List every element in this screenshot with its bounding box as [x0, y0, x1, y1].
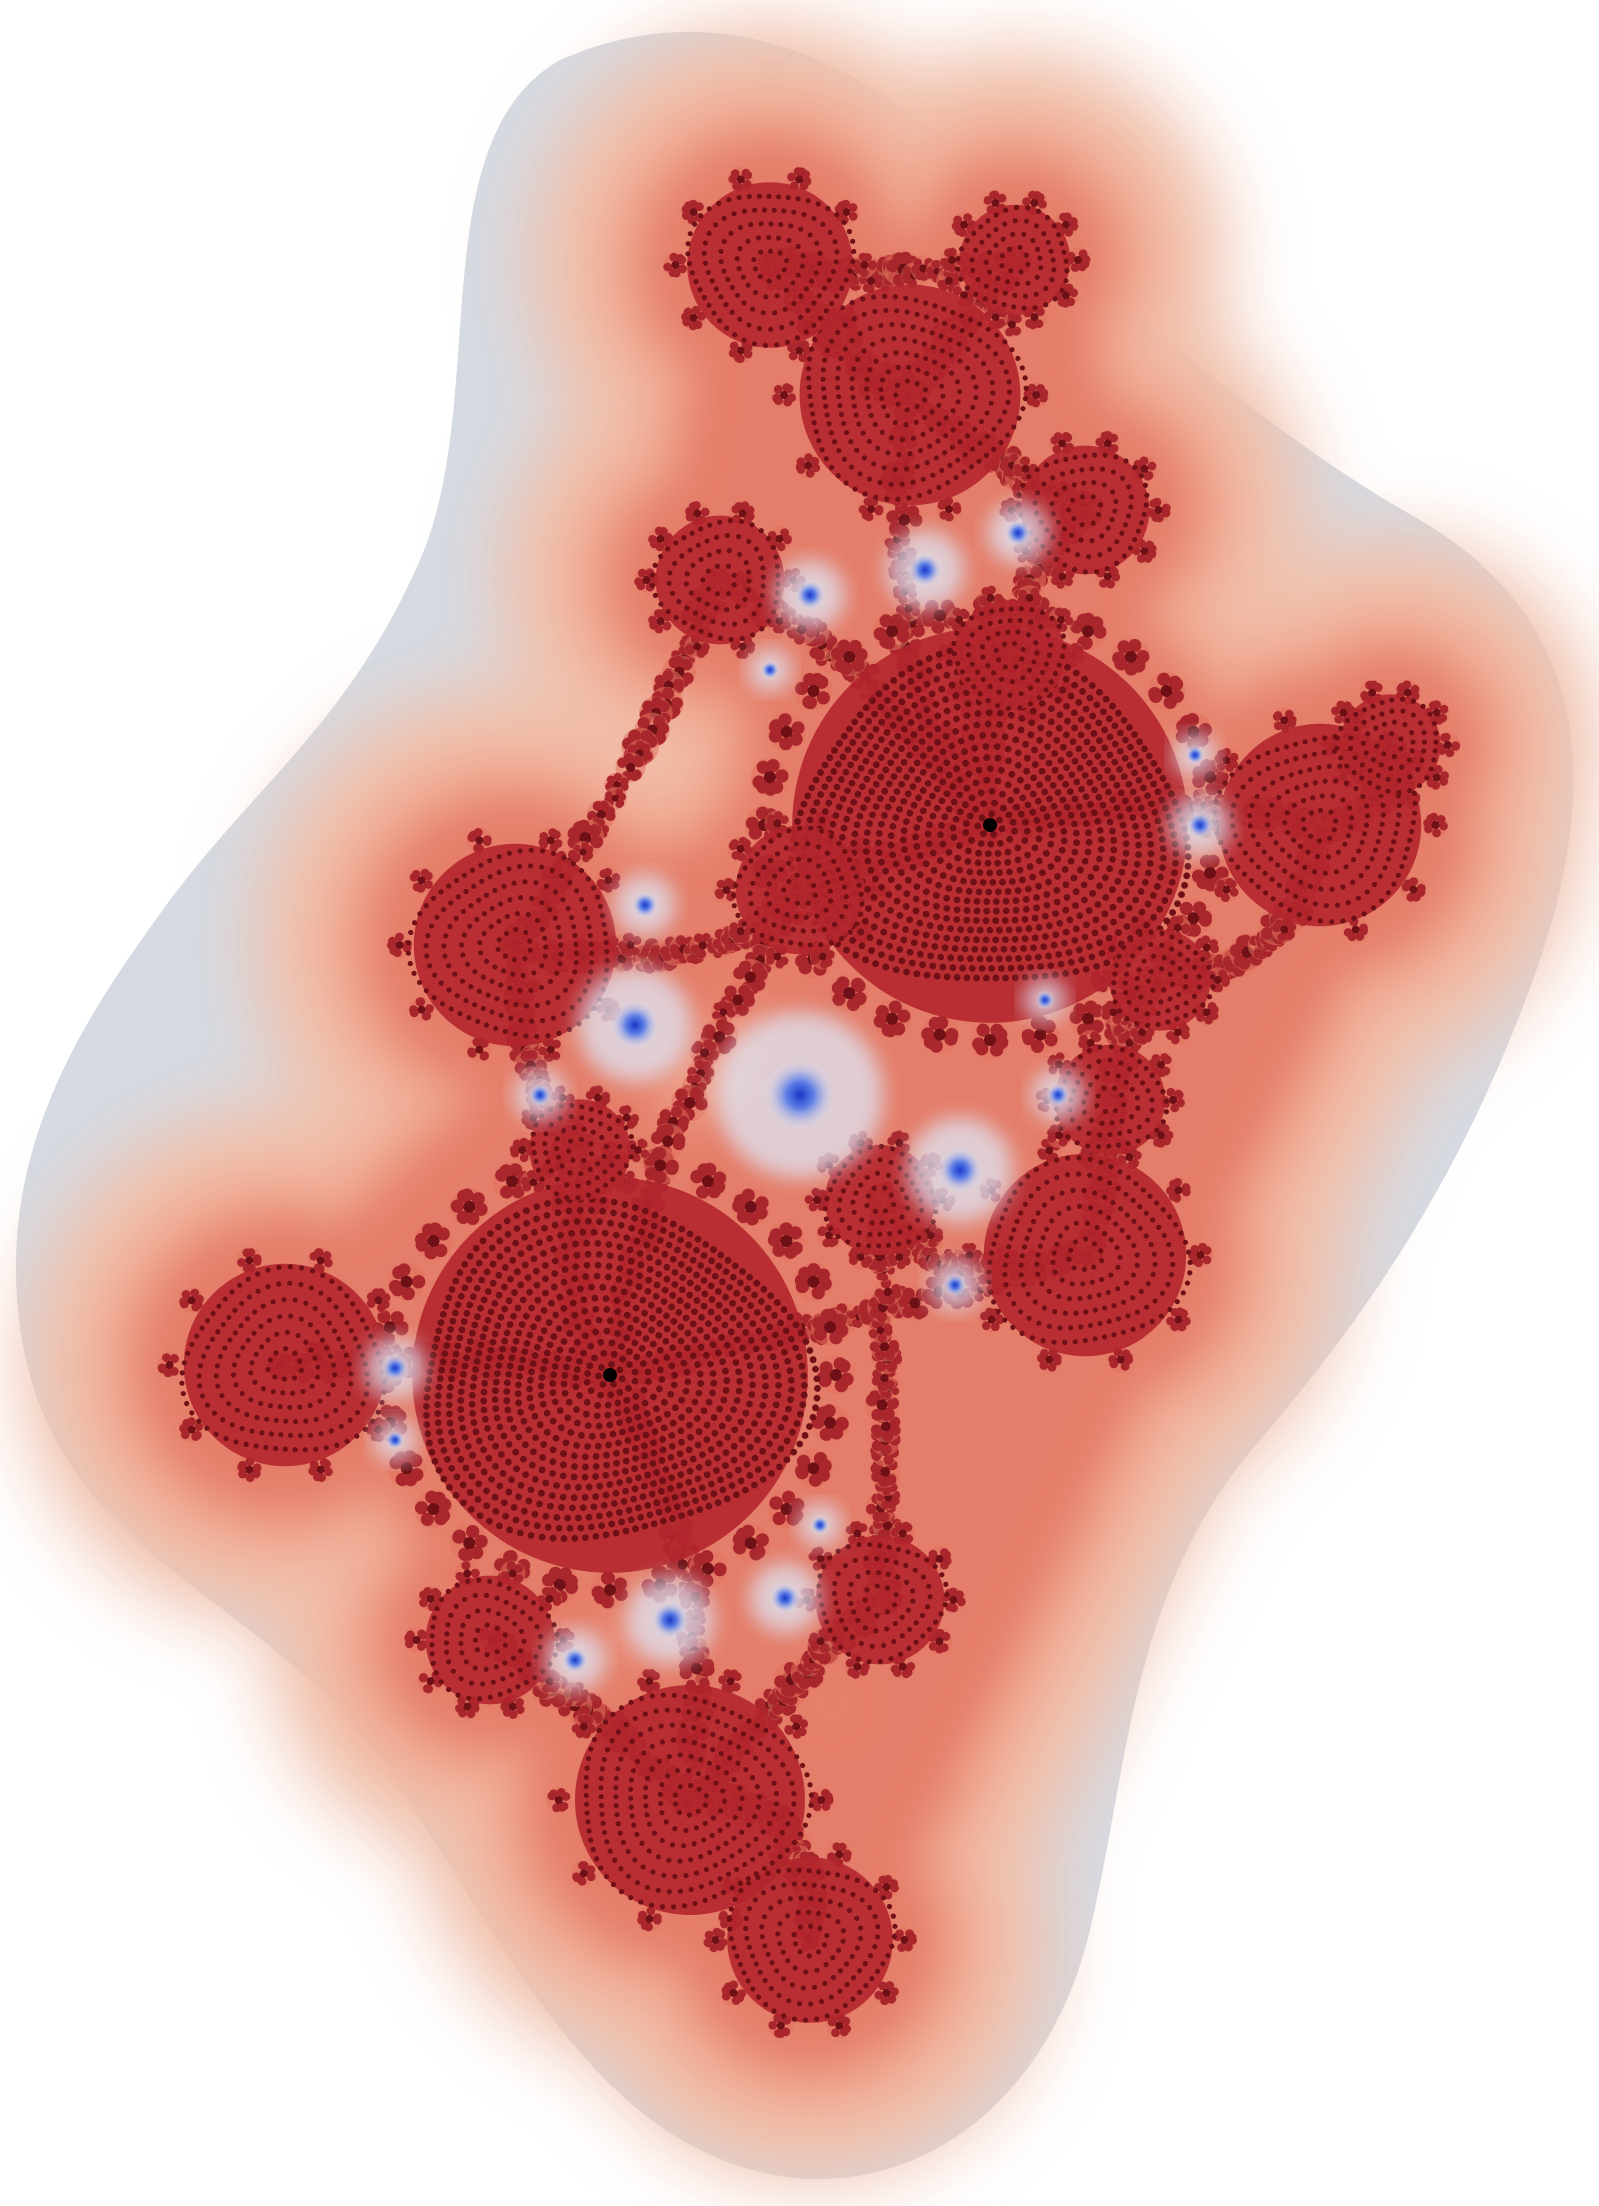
- minor-spiral: [983, 1153, 1193, 1357]
- minor-spiral: [799, 284, 1029, 506]
- blue-basin-point: [907, 1117, 1013, 1223]
- blue-basin-point: [373, 1418, 417, 1462]
- blue-basin-point: [798, 1503, 842, 1547]
- blue-basin-point: [614, 874, 676, 936]
- minor-spiral: [1334, 694, 1441, 796]
- blue-basin-point: [774, 559, 846, 631]
- blue-basin-point: [928, 1258, 982, 1312]
- minor-spiral: [951, 599, 1067, 711]
- minor-spiral: [179, 1263, 387, 1467]
- minor-spiral: [1109, 929, 1216, 1031]
- blue-basin-point: [626, 1576, 714, 1664]
- blue-basin-points: [364, 502, 1231, 1691]
- blue-basin-point: [1169, 794, 1231, 856]
- major-spiral: [788, 627, 1192, 1023]
- blue-basin-point: [748, 648, 792, 692]
- minor-spiral: [730, 825, 865, 955]
- spiral-center-dot: [603, 1368, 617, 1382]
- minor-spiral: [955, 204, 1071, 316]
- blue-basin-point: [987, 502, 1049, 564]
- spiral-center-dot: [983, 818, 997, 832]
- minor-spiral: [425, 1575, 561, 1705]
- blue-basin-point: [544, 1629, 606, 1691]
- blue-basin-point: [716, 1011, 884, 1179]
- minor-spiral: [575, 1685, 814, 1915]
- minor-spiral: [815, 1535, 950, 1665]
- blue-basin-point: [1173, 733, 1217, 777]
- blue-basin-point: [749, 1562, 821, 1634]
- major-spiral: [412, 1177, 821, 1573]
- blue-basin-point: [1031, 1068, 1085, 1122]
- blue-basin-point: [885, 530, 965, 610]
- minor-spiral: [727, 1857, 898, 2023]
- minor-spiral: [529, 1099, 636, 1201]
- blue-basin-point: [513, 1068, 567, 1122]
- spiral-cores: [179, 182, 1441, 2023]
- blue-basin-point: [364, 1337, 426, 1399]
- minor-spiral: [685, 182, 857, 348]
- blue-basin-point: [1023, 978, 1067, 1022]
- minor-spiral: [405, 843, 617, 1047]
- blue-basin-point: [577, 967, 693, 1083]
